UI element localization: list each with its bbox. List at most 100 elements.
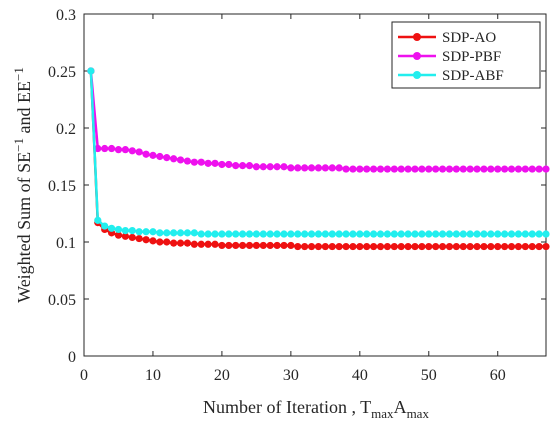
data-point: [418, 230, 426, 238]
data-point: [107, 224, 116, 232]
data-point: [425, 242, 433, 251]
data-point: [411, 230, 419, 238]
data-point: [349, 165, 357, 173]
data-point: [542, 165, 550, 173]
x-tick-label: 40: [352, 367, 368, 384]
data-point: [328, 242, 336, 251]
data-point: [114, 231, 123, 239]
data-point: [225, 160, 233, 169]
data-point: [514, 165, 523, 173]
data-point: [514, 242, 523, 251]
axis-ticks: 0 10 20 30 40 50 60 0 0.05 0.1 0.15 0.2 0.25 0.3: [48, 7, 546, 384]
data-point: [142, 228, 150, 236]
data-point: [494, 242, 502, 251]
data-point: [163, 229, 171, 237]
data-point: [252, 163, 260, 171]
data-point: [542, 242, 550, 251]
data-point: [190, 229, 198, 237]
data-point: [370, 242, 378, 251]
data-point: [287, 241, 295, 250]
data-point: [480, 165, 488, 173]
data-point: [459, 230, 467, 238]
data-point: [142, 236, 150, 244]
data-point: [211, 159, 219, 167]
data-point: [397, 242, 405, 251]
data-point: [480, 230, 488, 238]
data-point: [204, 230, 212, 238]
data-point: [128, 233, 136, 242]
data-point: [521, 242, 529, 251]
data-point: [183, 229, 192, 237]
data-point: [314, 230, 323, 238]
data-point: [197, 240, 205, 248]
data-point: [542, 230, 550, 238]
data-point: [363, 242, 371, 251]
data-point: [128, 147, 136, 155]
data-point: [535, 230, 543, 238]
data-point: [232, 230, 240, 238]
data-point: [266, 230, 274, 238]
data-point: [397, 165, 405, 173]
data-point: [259, 163, 267, 171]
data-point: [197, 230, 205, 238]
data-point: [149, 151, 157, 159]
data-point: [328, 230, 336, 238]
legend-marker: [413, 52, 421, 60]
data-point: [190, 240, 198, 248]
data-point: [445, 165, 454, 173]
data-point: [225, 230, 233, 238]
data-point: [376, 165, 385, 173]
x-tick-label: 10: [145, 367, 161, 384]
data-point: [425, 165, 433, 173]
data-point: [280, 241, 288, 250]
data-point: [480, 242, 488, 251]
legend-marker: [413, 33, 421, 41]
data-point: [438, 242, 447, 251]
data-point: [328, 164, 336, 172]
data-point: [466, 165, 474, 173]
data-point: [411, 242, 419, 251]
data-point: [294, 164, 302, 172]
data-point: [294, 242, 302, 251]
data-point: [294, 230, 302, 238]
data-point: [473, 230, 481, 238]
data-point: [501, 165, 509, 173]
data-point: [94, 216, 102, 224]
data-point: [404, 230, 412, 238]
data-point: [452, 165, 460, 173]
data-point: [156, 229, 164, 237]
y-tick-label: 0.25: [48, 64, 76, 81]
y-tick-label: 0.2: [56, 121, 76, 138]
data-point: [404, 165, 412, 173]
data-point: [211, 230, 219, 238]
data-point: [197, 158, 205, 166]
data-point: [301, 164, 309, 172]
data-point: [418, 165, 426, 173]
data-point: [349, 242, 357, 251]
data-point: [314, 242, 323, 251]
data-point: [149, 228, 157, 236]
data-point: [445, 230, 454, 238]
data-point: [190, 158, 198, 166]
data-point: [252, 241, 260, 250]
data-point: [121, 227, 129, 235]
data-point: [507, 230, 516, 238]
data-point: [232, 162, 240, 170]
data-point: [528, 242, 536, 251]
legend-label: SDP-ABF: [442, 68, 504, 84]
data-point: [218, 160, 226, 169]
data-point: [466, 230, 474, 238]
data-point: [114, 225, 123, 234]
data-point: [363, 230, 371, 238]
data-point: [535, 242, 543, 251]
data-point: [390, 242, 398, 251]
data-point: [321, 164, 329, 172]
data-point: [273, 241, 281, 250]
data-point: [156, 238, 164, 246]
data-point: [170, 229, 178, 237]
data-point: [204, 240, 212, 248]
data-point: [225, 241, 233, 250]
data-point: [314, 164, 323, 172]
data-point: [404, 242, 412, 251]
